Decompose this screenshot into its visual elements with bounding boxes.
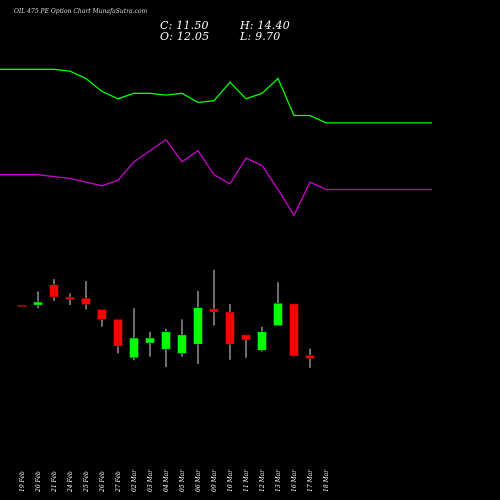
x-tick-label: 17 Mar	[307, 469, 314, 492]
candle	[241, 334, 251, 358]
candle-body-up	[161, 331, 171, 350]
candle-body-down	[17, 304, 27, 307]
x-tick-label: 27 Feb	[115, 471, 122, 493]
candle	[33, 291, 43, 309]
x-tick-label: 03 Mar	[147, 469, 154, 492]
x-tick-label: 24 Feb	[67, 471, 74, 493]
x-tick-label: 10 Mar	[227, 469, 234, 492]
candle-body-up	[273, 303, 283, 326]
candle-body-down	[81, 298, 91, 305]
candle	[193, 290, 203, 364]
x-tick-label: 13 Mar	[275, 469, 282, 492]
x-tick-label: 12 Mar	[259, 469, 266, 492]
x-axis-ticks: 19 Feb 20 Feb 21 Feb 24 Feb 25 Feb 26 Feb 27 F…	[19, 469, 330, 493]
x-tick-label: 20 Feb	[35, 471, 42, 493]
candle	[305, 348, 315, 368]
candle-body-up	[33, 301, 43, 306]
x-tick-label: 06 Mar	[195, 469, 202, 492]
candle-body-up	[193, 307, 203, 345]
chart-title: OIL 475 PE Option Chart MunafaSutra.com	[14, 8, 148, 15]
candle	[65, 293, 75, 306]
close-value: C: 11.50	[160, 19, 209, 32]
candle	[145, 331, 155, 357]
candle	[161, 328, 171, 368]
x-tick-label: 05 Mar	[179, 469, 186, 492]
x-tick-label: 09 Mar	[211, 469, 218, 492]
indicator-bands	[0, 68, 432, 217]
candle-body-down	[113, 319, 123, 347]
x-tick-label: 25 Feb	[83, 471, 90, 493]
candle	[97, 309, 107, 327]
candle-body-down	[97, 309, 107, 320]
low-value: L: 9.70	[240, 30, 281, 43]
candle	[177, 319, 187, 357]
candle	[129, 308, 139, 361]
candle-body-down	[65, 296, 75, 300]
x-tick-label: 26 Feb	[99, 471, 106, 493]
candle-body-up	[177, 334, 187, 354]
candle-body-up	[257, 331, 267, 351]
x-tick-label: 02 Mar	[131, 469, 138, 492]
candle	[289, 303, 299, 357]
open-value: O: 12.05	[160, 30, 210, 43]
price-candles	[17, 269, 315, 368]
candle	[81, 281, 91, 310]
x-tick-label: 16 Mar	[291, 469, 298, 492]
candle	[49, 279, 59, 301]
high-value: H: 14.40	[240, 19, 290, 32]
candle	[17, 304, 27, 307]
candle	[113, 319, 123, 354]
x-tick-label: 04 Mar	[163, 469, 170, 492]
candle-body-down	[209, 308, 219, 313]
candle-body-down	[305, 355, 315, 359]
x-tick-label: 21 Feb	[51, 471, 58, 493]
candle	[225, 303, 235, 360]
candle-body-up	[145, 337, 155, 344]
candle	[209, 269, 219, 326]
lower-band-line	[0, 138, 432, 217]
candle-body-down	[49, 284, 59, 298]
candle-body-down	[241, 334, 251, 341]
upper-band-line	[0, 68, 432, 124]
x-tick-label: 11 Mar	[243, 469, 250, 492]
candle-body-down	[289, 303, 299, 357]
candle-body-down	[225, 311, 235, 345]
candle-body-up	[129, 337, 139, 359]
candle	[257, 326, 267, 352]
x-tick-label: 18 Mar	[323, 469, 330, 492]
x-tick-label: 19 Feb	[19, 471, 26, 492]
candle	[273, 282, 283, 326]
